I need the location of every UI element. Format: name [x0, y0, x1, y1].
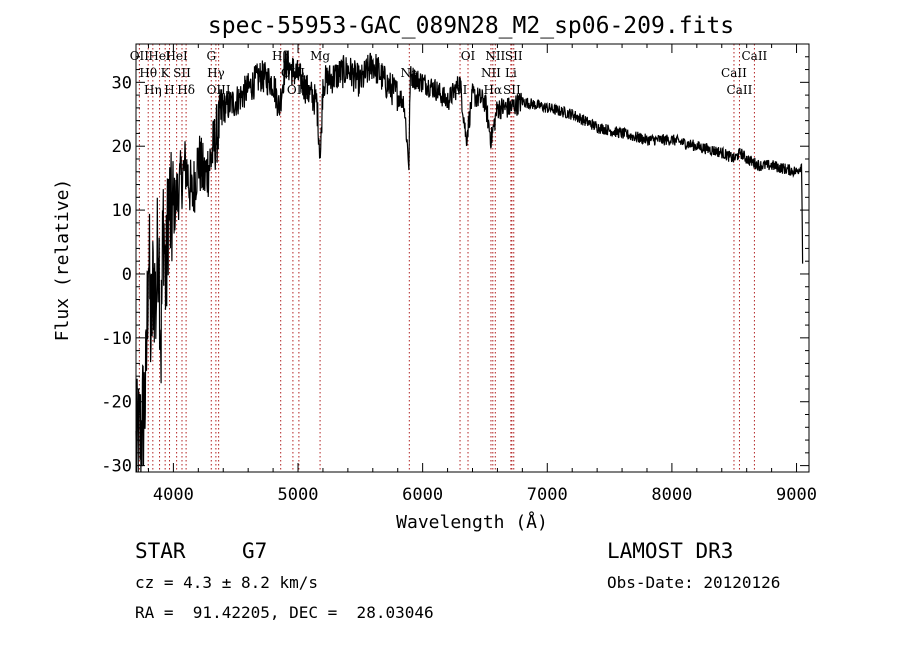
coordinates: RA = 91.42205, DEC = 28.03046 [135, 603, 434, 622]
y-tick-label: 30 [112, 73, 132, 93]
spectral-line-label: K [161, 66, 171, 80]
spectral-line-label: Hη [144, 83, 162, 97]
y-tick-label: 0 [122, 265, 132, 285]
spectral-line-label: OIII [207, 83, 231, 97]
x-tick-label: 9000 [776, 485, 817, 505]
x-axis-label: Wavelength (Å) [396, 511, 548, 533]
y-tick-label: -20 [101, 393, 132, 413]
redshift-cz: cz = 4.3 ± 8.2 km/s [135, 573, 319, 592]
spectral-line-label: SII [173, 66, 191, 80]
spectral-line-labels: OIIHθHηHeIKHHeISIIHδGHγOIIIHβOIIIOIIIMgN… [130, 49, 768, 97]
x-tick-label: 8000 [651, 485, 692, 505]
spectral-lines [138, 44, 755, 472]
spectral-line-label: HeI [148, 49, 171, 63]
x-tick-label: 5000 [278, 485, 319, 505]
spectral-line-label: Hγ [207, 66, 225, 80]
spectral-line-label: HeI [165, 49, 188, 63]
observation-date: Obs-Date: 20120126 [607, 573, 781, 592]
spectral-line-label: Hθ [139, 66, 157, 80]
spectral-line-label: CaII [741, 49, 767, 63]
spectral-line-label: Li [505, 66, 517, 80]
spectral-line-label: Mg [310, 49, 330, 63]
subclass: G7 [242, 539, 268, 563]
y-tick-label: -30 [101, 457, 132, 477]
x-tick-label: 7000 [527, 485, 568, 505]
y-tick-label: 10 [112, 201, 132, 221]
spectral-line-label: NII [481, 66, 501, 80]
spectral-line-label: G [206, 49, 216, 63]
spectral-line-label: NII [485, 49, 505, 63]
spectral-line-label: CaII [721, 66, 747, 80]
flux-series-line [135, 50, 804, 473]
spectral-line-label: SII [505, 49, 523, 63]
x-tick-label: 4000 [153, 485, 194, 505]
spectral-line-label: SII [503, 83, 521, 97]
spectral-line-label: Hα [484, 83, 503, 97]
y-axis-label: Flux (relative) [52, 179, 73, 342]
object-class: STAR [135, 539, 186, 563]
axis-ticks: 4000 5000 6000 7000 8000 9000 -30 -20 -10 0 10 20 30 [101, 44, 817, 505]
chart-title: spec-55953-GAC_089N28_M2_sp06-209.fits [208, 13, 734, 39]
x-tick-label: 6000 [402, 485, 443, 505]
spectral-line-label: OI [461, 49, 476, 63]
y-tick-label: -10 [101, 329, 132, 349]
spectral-line-label: H [164, 83, 174, 97]
spectral-line-label: OII [130, 49, 150, 63]
spectral-line-label: Hδ [177, 83, 195, 97]
spectrum-chart: spec-55953-GAC_089N28_M2_sp06-209.fits O… [52, 13, 817, 533]
survey-name: LAMOST DR3 [607, 539, 734, 563]
spectral-line-label: CaII [727, 83, 753, 97]
y-tick-label: 20 [112, 137, 132, 157]
